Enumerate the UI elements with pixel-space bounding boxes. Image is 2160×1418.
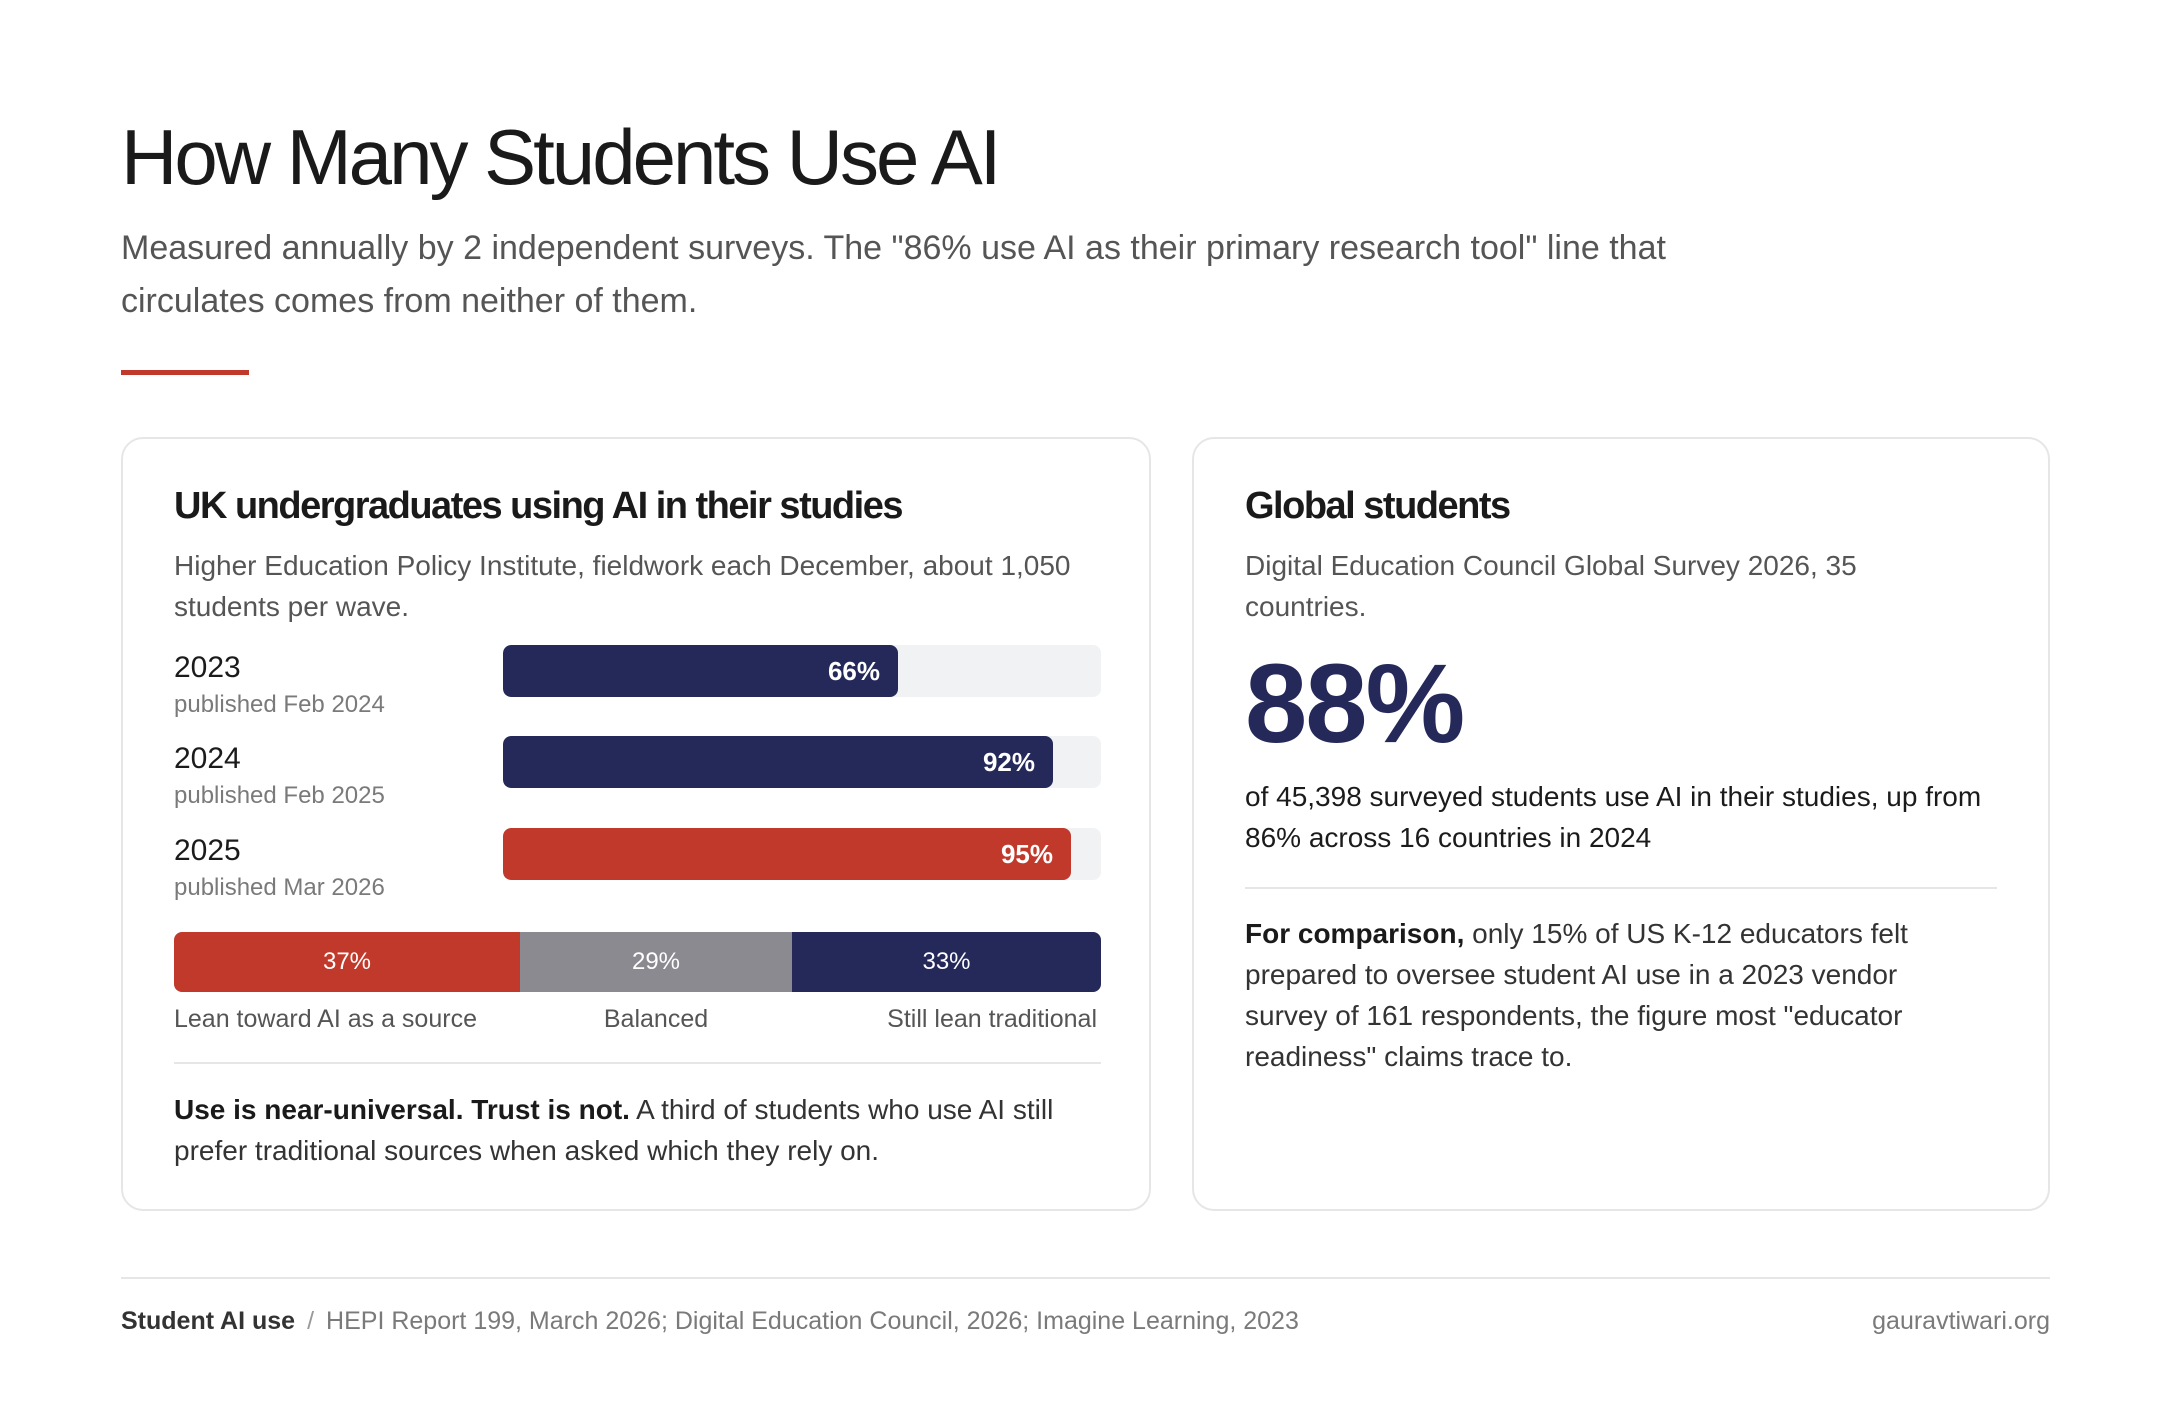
bar-year-label: 2024 bbox=[174, 742, 241, 775]
bar-year-label: 2025 bbox=[174, 834, 241, 867]
bar-fill: 92% bbox=[503, 736, 1053, 788]
bar-year-label: 2023 bbox=[174, 651, 241, 684]
uk-undergraduates-card: UK undergraduates using AI in their stud… bbox=[121, 437, 1151, 1211]
card-divider bbox=[174, 1062, 1101, 1064]
stacked-category-label: Balanced bbox=[603, 1005, 709, 1033]
comparison-bold: For comparison, bbox=[1245, 918, 1465, 949]
footer-source-list: HEPI Report 199, March 2026; Digital Edu… bbox=[326, 1307, 1299, 1335]
accent-rule bbox=[121, 370, 249, 375]
bar-track: 66% bbox=[503, 645, 1101, 697]
uk-card-note: Use is near-universal. Trust is not. A t… bbox=[174, 1089, 1114, 1171]
uk-card-description: Higher Education Policy Institute, field… bbox=[174, 550, 1071, 622]
footer-sources: Student AI use / HEPI Report 199, March 20… bbox=[121, 1307, 1299, 1336]
stacked-segment: 37% bbox=[174, 932, 520, 992]
stacked-segment: 33% bbox=[792, 932, 1101, 992]
bar-fill: 66% bbox=[503, 645, 898, 697]
note-rest: A third of students who use AI still pre… bbox=[174, 1094, 1054, 1166]
global-card-divider bbox=[1245, 887, 1997, 889]
global-big-number: 88% bbox=[1245, 641, 1465, 766]
bar-published-label: published Mar 2026 bbox=[174, 874, 385, 901]
stacked-segment: 29% bbox=[520, 932, 792, 992]
trust-stacked-bar: 37% 29% 33% bbox=[174, 932, 1101, 992]
uk-card-title: UK undergraduates using AI in their stud… bbox=[174, 485, 903, 527]
bar-value-label: 66% bbox=[827, 656, 880, 686]
comparison-rest: only 15% of US K-12 educators felt prepa… bbox=[1245, 918, 1908, 1072]
bar-value-label: 95% bbox=[1000, 839, 1053, 869]
global-big-number-text: of 45,398 surveyed students use AI in th… bbox=[1245, 781, 1982, 853]
footer-rule bbox=[121, 1277, 2050, 1279]
bar-published-label: published Feb 2025 bbox=[174, 782, 385, 809]
note-bold: Use is near-universal. Trust is not. bbox=[174, 1094, 630, 1125]
footer-separator: / bbox=[307, 1307, 315, 1335]
bar-track: 95% bbox=[503, 828, 1101, 880]
global-comparison-text: For comparison, only 15% of US K-12 educ… bbox=[1245, 913, 1985, 1077]
global-students-card: Global students Digital Education Counci… bbox=[1192, 437, 2050, 1211]
footer-label: Student AI use bbox=[121, 1307, 296, 1335]
global-card-description: Digital Education Council Global Survey … bbox=[1245, 550, 1857, 622]
stacked-category-label: Still lean traditional bbox=[887, 1005, 1097, 1033]
global-card-title: Global students bbox=[1245, 485, 1511, 527]
footer-site: gauravtiwari.org bbox=[1872, 1307, 2050, 1335]
stacked-category-label: Lean toward AI as a source bbox=[174, 1005, 477, 1033]
bar-value-label: 92% bbox=[982, 747, 1035, 777]
bar-fill: 95% bbox=[503, 828, 1071, 880]
bar-track: 92% bbox=[503, 736, 1101, 788]
page-title: How Many Students Use AI bbox=[121, 113, 1001, 201]
page-subtitle: Measured annually by 2 independent surve… bbox=[121, 229, 1666, 320]
bar-published-label: published Feb 2024 bbox=[174, 691, 385, 718]
